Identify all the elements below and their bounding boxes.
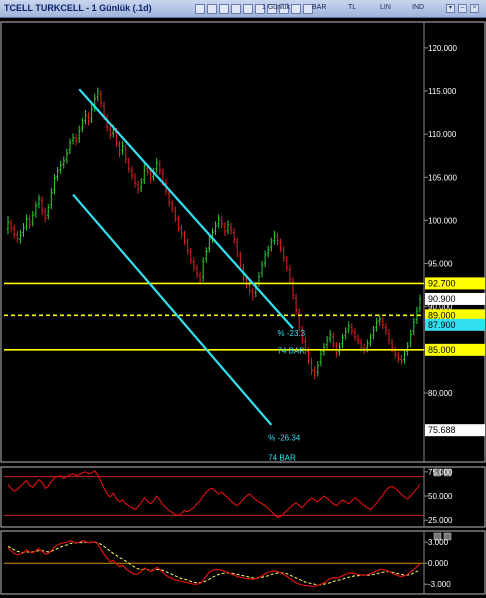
channel-annotation: 74 BAR xyxy=(268,453,296,462)
rsi-panel-frame xyxy=(0,466,486,528)
menu-chart-type[interactable]: BAR xyxy=(312,4,327,11)
indicator-icon[interactable] xyxy=(279,4,289,14)
minimize-icon[interactable]: – xyxy=(458,4,467,13)
level-tag xyxy=(425,277,485,290)
price-tag-label: 75.688 xyxy=(428,425,456,435)
channel-annotation: % -26.34 xyxy=(268,433,301,442)
rsi-tick-label: 25.000 xyxy=(428,516,453,525)
zoom-out-icon[interactable] xyxy=(231,4,241,14)
menu-indicators[interactable]: IND xyxy=(412,4,425,11)
rsi-settings-icon xyxy=(433,468,442,477)
level-tag-label: 85.000 xyxy=(428,345,456,355)
price-tag xyxy=(425,318,485,331)
channel-annotation: % -23.3 xyxy=(278,329,306,338)
rsi-tick-label: 50.000 xyxy=(428,492,453,501)
template-icon[interactable] xyxy=(291,4,301,14)
price-tick-label: 80.000 xyxy=(428,389,453,398)
rsi-tick-label: 75.000 xyxy=(428,468,453,477)
level-tag xyxy=(425,309,485,322)
macd-tick-label: -3.000 xyxy=(428,580,451,589)
macd-tick-label: 3.000 xyxy=(428,538,449,547)
price-tick-label: 90.000 xyxy=(428,303,453,312)
macd-close-icon xyxy=(443,532,452,541)
text-icon[interactable] xyxy=(207,4,217,14)
channel-annotation: 74 BAR xyxy=(278,346,306,355)
price-tag xyxy=(425,424,485,437)
macd-panel: -3.000 0.000 3.000 xyxy=(4,538,451,589)
macd-panel-frame xyxy=(0,530,486,595)
crosshair-icon[interactable] xyxy=(255,4,265,14)
macd-tick-label: 0.000 xyxy=(428,559,449,568)
price-tick-label: 120.000 xyxy=(428,44,457,53)
channel-lower-line xyxy=(72,193,273,426)
menu-currency[interactable]: TL xyxy=(348,4,357,11)
macd-settings-icon xyxy=(433,532,442,541)
menu-period[interactable]: 1 Günlük xyxy=(262,4,291,11)
rsi-line xyxy=(7,470,421,518)
macd-line xyxy=(7,540,421,587)
zoom-in-icon[interactable] xyxy=(219,4,229,14)
price-panel-frame xyxy=(0,21,486,463)
window-title-bar[interactable]: TCELL TURKCELL - 1 Günlük (.1d) 1 Günlük… xyxy=(0,0,486,18)
window-title: TCELL TURKCELL - 1 Günlük (.1d) xyxy=(4,3,152,13)
price-tick-label: 115.000 xyxy=(428,87,457,96)
price-tick-label: 110.000 xyxy=(428,130,457,139)
level-tag xyxy=(425,343,485,356)
price-tag xyxy=(425,292,485,305)
rsi-close-icon xyxy=(443,468,452,477)
cursor-icon[interactable] xyxy=(243,4,253,14)
dropdown-icon[interactable]: ▾ xyxy=(446,4,455,13)
price-tick-label: 105.000 xyxy=(428,173,457,182)
rsi-panel: 25.000 50.000 75.000 xyxy=(4,468,453,525)
price-tag-label: 87.900 xyxy=(428,320,456,330)
close-icon[interactable]: × xyxy=(470,4,479,13)
grid-icon[interactable] xyxy=(267,4,277,14)
level-tag-label: 89.000 xyxy=(428,310,456,320)
price-panel: 80.000 85.000 90.000 95.000 100.000 105.000 11… xyxy=(4,44,485,462)
price-tag-label: 90.900 xyxy=(428,294,456,304)
print-icon[interactable] xyxy=(303,4,313,14)
chart-toolbar xyxy=(195,4,313,15)
level-tag-label: 92.700 xyxy=(428,278,456,288)
price-tick-label: 100.000 xyxy=(428,216,457,225)
price-tick-label: 95.000 xyxy=(428,260,453,269)
menu-scale[interactable]: LIN xyxy=(380,4,391,11)
draw-icon[interactable] xyxy=(195,4,205,14)
channel-upper-line xyxy=(78,88,294,330)
